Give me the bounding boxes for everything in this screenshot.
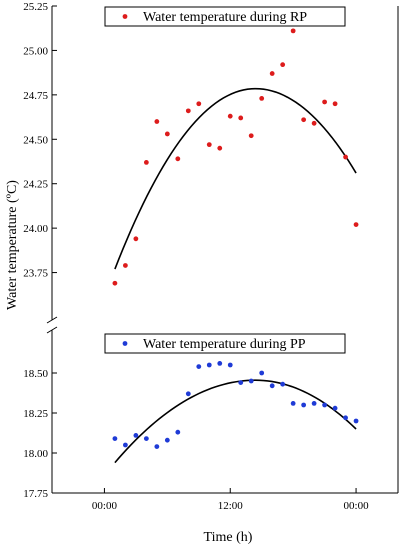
y-tick-label: 18.00: [23, 448, 48, 460]
legend-marker: [122, 341, 128, 346]
fit-curve: [114, 379, 357, 464]
y-axis-title: Water temperature (ºC): [5, 180, 20, 310]
axis-break-mark: [46, 316, 58, 324]
data-point: [311, 401, 317, 406]
y-tick-label: 24.75: [23, 90, 48, 102]
data-point: [332, 405, 338, 411]
legend-marker: [122, 14, 128, 19]
data-point: [343, 415, 348, 421]
data-point: [269, 383, 275, 389]
data-point: [353, 222, 359, 227]
x-tick-label: 12:00: [218, 500, 244, 512]
data-point: [248, 378, 254, 384]
data-point: [290, 28, 296, 34]
data-point: [143, 159, 149, 165]
data-point: [238, 115, 244, 121]
y-tick-label: 25.00: [23, 45, 48, 57]
legend-label: Water temperature during PP: [143, 337, 306, 352]
data-point: [122, 263, 128, 268]
data-point: [290, 401, 296, 406]
data-point: [112, 280, 118, 286]
legend-box: [104, 333, 346, 354]
x-axis-title: Time (h): [204, 530, 253, 545]
ticks-layer: 00:00 12:00 00:00 23.75 24.00 24.25 24.50 24.75…: [23, 1, 369, 512]
x-tick-label: 00:00: [344, 500, 370, 512]
data-point: [133, 236, 139, 242]
data-point: [217, 361, 223, 366]
data-point: [301, 402, 307, 408]
data-point: [164, 131, 170, 137]
data-point: [154, 444, 160, 449]
data-point: [196, 364, 202, 369]
axis-break-mark: [46, 326, 58, 334]
data-point: [154, 119, 160, 124]
data-point: [227, 113, 233, 119]
y-tick-label: 25.25: [23, 1, 48, 13]
y-tick-label: 18.25: [23, 408, 48, 420]
fit-curve: [114, 87, 357, 270]
data-point: [143, 436, 149, 441]
plot-frame: [46, 6, 399, 494]
data-point: [133, 433, 139, 438]
data-point: [185, 391, 191, 397]
data-point: [175, 429, 181, 435]
data-point: [322, 402, 328, 408]
data-point: [238, 380, 244, 385]
data-point: [248, 133, 254, 139]
data-point: [185, 108, 191, 114]
legend-box: [104, 6, 346, 27]
data-point: [269, 71, 275, 76]
y-tick-label: 23.75: [23, 268, 48, 280]
data-point: [322, 99, 328, 105]
data-point: [280, 62, 286, 68]
data-point: [301, 117, 307, 123]
data-point: [217, 145, 223, 151]
data-point: [206, 362, 212, 368]
legend-label: Water temperature during RP: [143, 10, 307, 25]
data-point: [343, 154, 348, 160]
data-point: [196, 101, 202, 107]
legend-layer: Water temperature during RP Water tempera…: [104, 6, 346, 354]
data-point: [206, 142, 212, 148]
x-tick-label: 00:00: [92, 500, 118, 512]
y-tick-label: 24.00: [23, 223, 48, 235]
points-layer: [112, 28, 359, 449]
y-tick-label: 18.50: [23, 368, 48, 380]
data-point: [175, 156, 181, 162]
data-point: [311, 120, 317, 126]
data-point: [280, 381, 286, 387]
data-point: [112, 436, 118, 441]
data-point: [227, 362, 233, 368]
y-tick-label: 24.50: [23, 134, 48, 146]
data-point: [259, 370, 265, 376]
fit-layer: [114, 87, 357, 464]
data-point: [122, 442, 128, 448]
data-point: [259, 96, 265, 101]
y-tick-label: 17.75: [23, 488, 48, 500]
data-point: [164, 437, 170, 443]
y-tick-label: 24.25: [23, 179, 48, 191]
data-point: [353, 418, 359, 424]
data-point: [332, 101, 338, 107]
